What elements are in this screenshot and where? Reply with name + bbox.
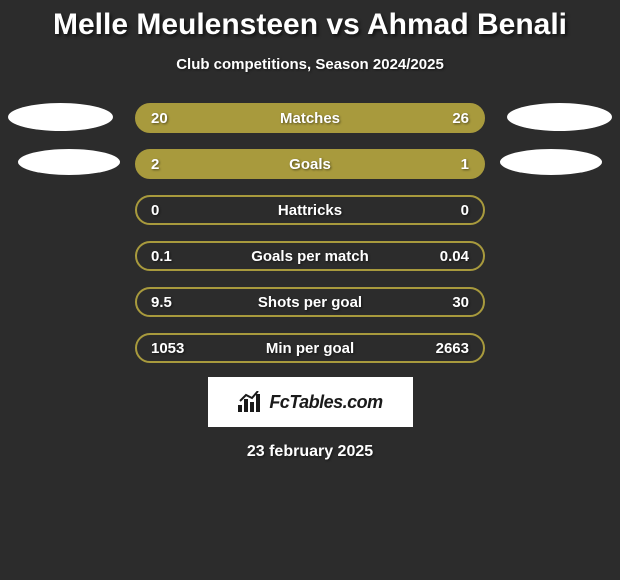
stat-value-right: 0 (424, 202, 469, 219)
site-logo[interactable]: FcTables.com (208, 377, 413, 427)
stat-row-matches: 20 Matches 26 (135, 103, 485, 133)
stats-list: 20 Matches 26 2 Goals 1 0 Hattricks 0 (0, 103, 620, 363)
stat-label: Hattricks (278, 202, 342, 219)
stat-row-min-per-goal: 1053 Min per goal 2663 (135, 333, 485, 363)
stat-value-left: 0.1 (151, 248, 196, 265)
date-label: 23 february 2025 (0, 443, 620, 461)
stat-value-right: 2663 (424, 340, 469, 357)
stat-label: Goals per match (251, 248, 369, 265)
stat-value-right: 30 (424, 294, 469, 311)
infographic-container: Melle Meulensteen vs Ahmad Benali Club c… (0, 0, 620, 461)
stat-value-left: 9.5 (151, 294, 196, 311)
stat-row-goals-per-match: 0.1 Goals per match 0.04 (135, 241, 485, 271)
stat-label: Goals (289, 156, 331, 173)
stat-row-wrap: 0.1 Goals per match 0.04 (0, 241, 620, 271)
stat-row-wrap: 20 Matches 26 (0, 103, 620, 133)
player-photo-placeholder-left (8, 103, 113, 131)
stat-label: Min per goal (266, 340, 354, 357)
stat-row-hattricks: 0 Hattricks 0 (135, 195, 485, 225)
stat-value-left: 0 (151, 202, 196, 219)
team-logo-placeholder-right (500, 149, 602, 175)
stat-value-right: 0.04 (424, 248, 469, 265)
subtitle: Club competitions, Season 2024/2025 (0, 56, 620, 73)
stat-row-wrap: 0 Hattricks 0 (0, 195, 620, 225)
stat-value-left: 1053 (151, 340, 196, 357)
logo-text: FcTables.com (269, 392, 382, 413)
stat-value-right: 1 (424, 156, 469, 173)
stat-value-right: 26 (424, 110, 469, 127)
stat-value-left: 20 (151, 110, 196, 127)
stat-row-wrap: 1053 Min per goal 2663 (0, 333, 620, 363)
stat-row-wrap: 2 Goals 1 (0, 149, 620, 179)
stat-row-wrap: 9.5 Shots per goal 30 (0, 287, 620, 317)
chart-icon (237, 391, 263, 413)
page-title: Melle Meulensteen vs Ahmad Benali (0, 8, 620, 42)
stat-row-shots-per-goal: 9.5 Shots per goal 30 (135, 287, 485, 317)
stat-value-left: 2 (151, 156, 196, 173)
player-photo-placeholder-right (507, 103, 612, 131)
stat-label: Matches (280, 110, 340, 127)
stat-label: Shots per goal (258, 294, 362, 311)
team-logo-placeholder-left (18, 149, 120, 175)
stat-row-goals: 2 Goals 1 (135, 149, 485, 179)
